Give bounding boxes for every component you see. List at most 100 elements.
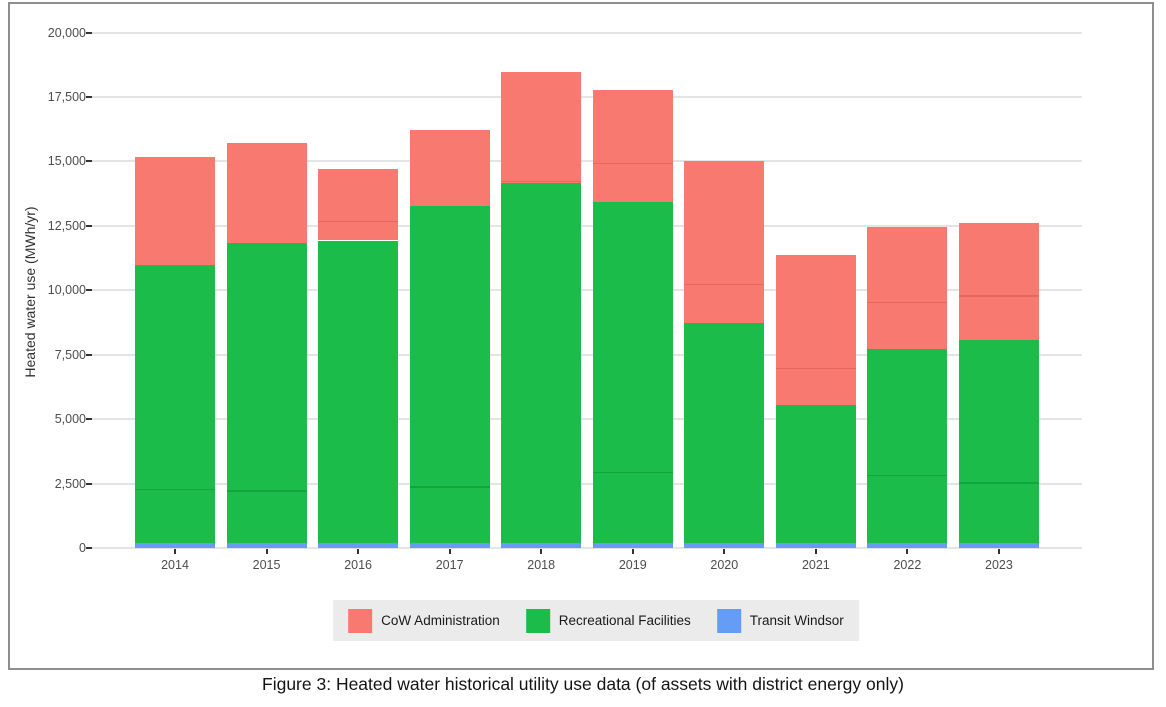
- bar-segment-recreational-facilities: [684, 323, 765, 543]
- bar-segment-transit-windsor: [867, 542, 948, 548]
- legend-item: CoW Administration: [348, 608, 500, 633]
- y-tick-label: 15,000: [47, 154, 86, 169]
- y-tick-label: 5,000: [54, 412, 86, 427]
- x-axis-tick: [448, 549, 451, 554]
- legend-label: CoW Administration: [381, 613, 500, 628]
- bar-segment-seam: [409, 486, 490, 488]
- bar-segment-cow-administration: [318, 168, 399, 241]
- bar-segment-recreational-facilities: [226, 242, 307, 543]
- figure-box: 0 2,500 5,000 7,500 10,000 12,500 15,000 17,500…: [8, 2, 1154, 670]
- y-tick-label: 17,500: [47, 89, 86, 104]
- y-axis-tick: [86, 418, 92, 421]
- bar-segment-seam: [135, 488, 215, 491]
- x-tick-label: 2023: [985, 558, 1013, 572]
- bar-segment-recreational-facilities: [135, 264, 215, 543]
- legend-item: Transit Windsor: [716, 608, 844, 633]
- x-axis-tick: [997, 549, 1000, 554]
- bar-segment-seam: [958, 482, 1039, 484]
- y-tick-label: 20,000: [47, 25, 86, 40]
- bar-segment-recreational-facilities: [867, 348, 948, 543]
- bar-segment-recreational-facilities: [318, 240, 399, 543]
- x-axis-tick: [631, 549, 634, 554]
- bar-segment-cow-administration: [958, 223, 1039, 340]
- legend-item: Recreational Facilities: [525, 608, 691, 633]
- bar-segment-seam: [318, 220, 399, 223]
- y-tick-label: 12,500: [47, 218, 86, 233]
- bar-segment-recreational-facilities: [775, 404, 856, 543]
- bar-segment-cow-administration: [775, 254, 856, 405]
- bar-segment-seam: [775, 367, 856, 370]
- bar-segment-seam: [867, 301, 948, 304]
- x-tick-label: 2018: [527, 558, 556, 572]
- bar-segment-cow-administration: [226, 143, 307, 243]
- y-tick-label: 2,500: [54, 476, 86, 491]
- bar-segment-recreational-facilities: [592, 202, 673, 543]
- legend-label: Recreational Facilities: [558, 613, 691, 628]
- y-tick-label: 0: [79, 541, 86, 555]
- x-tick-label: 2022: [893, 558, 922, 572]
- x-tick-label: 2016: [344, 558, 372, 572]
- bar-segment-transit-windsor: [775, 542, 856, 548]
- bar-segment-cow-administration: [684, 161, 765, 324]
- y-axis-tick: [86, 547, 92, 549]
- x-tick-label: 2019: [618, 558, 647, 572]
- bar-segment-transit-windsor: [226, 542, 307, 548]
- gridline: [92, 547, 1082, 549]
- legend-swatch-icon: [525, 608, 550, 633]
- y-tick-label: 7,500: [54, 347, 86, 362]
- bar-segment-cow-administration: [501, 72, 582, 183]
- gridline: [92, 160, 1082, 163]
- y-axis-tick: [86, 31, 92, 34]
- bar-segment-transit-windsor: [135, 542, 215, 548]
- bar-segment-seam: [684, 283, 765, 286]
- x-axis-tick: [357, 549, 360, 554]
- bar-segment-transit-windsor: [684, 542, 765, 548]
- x-tick-label: 2015: [252, 558, 281, 572]
- bar-segment-transit-windsor: [501, 542, 582, 548]
- y-axis-tick: [86, 95, 92, 98]
- x-tick-label: 2020: [710, 558, 739, 572]
- y-axis-tick: [86, 224, 92, 227]
- bar-segment-cow-administration: [592, 90, 673, 203]
- bar-segment-transit-windsor: [958, 542, 1039, 548]
- gridline: [92, 353, 1082, 356]
- bar-segment-seam: [226, 490, 307, 492]
- figure-caption: Figure 3: Heated water historical utilit…: [262, 674, 904, 694]
- y-axis-tick: [86, 160, 92, 163]
- chart-panel: 0 2,500 5,000 7,500 10,000 12,500 15,000 17,500…: [10, 4, 1152, 668]
- bar-segment-cow-administration: [135, 156, 215, 265]
- bar-segment-seam: [592, 471, 673, 474]
- x-axis-tick: [814, 549, 817, 554]
- gridline: [92, 482, 1082, 485]
- y-axis-tick: [86, 289, 92, 292]
- gridline: [92, 289, 1082, 292]
- y-axis-tick: [86, 482, 92, 485]
- x-axis-tick: [540, 549, 543, 554]
- y-tick-label: 10,000: [47, 283, 86, 298]
- legend-swatch-icon: [716, 608, 741, 633]
- bar-segment-seam: [958, 295, 1039, 297]
- x-axis-tick: [723, 549, 726, 554]
- gridline: [92, 95, 1082, 98]
- gridline: [92, 31, 1082, 34]
- bar-segment-transit-windsor: [592, 542, 673, 548]
- legend-label: Transit Windsor: [749, 613, 844, 628]
- x-axis-tick: [265, 549, 268, 554]
- bar-segment-seam: [867, 474, 948, 477]
- y-axis-title: Heated water use (MWh/yr): [22, 206, 38, 378]
- x-tick-label: 2017: [435, 558, 464, 572]
- y-axis-tick: [86, 353, 92, 356]
- bar-segment-cow-administration: [867, 227, 948, 349]
- x-axis-tick: [906, 549, 909, 554]
- x-tick-label: 2021: [801, 558, 830, 572]
- bar-segment-cow-administration: [409, 130, 490, 206]
- bar-segment-recreational-facilities: [409, 205, 490, 543]
- x-axis-tick: [174, 549, 176, 554]
- bar-segment-transit-windsor: [409, 542, 490, 548]
- legend-swatch-icon: [348, 608, 373, 633]
- bar-segment-seam: [501, 180, 582, 183]
- legend: CoW Administration Recreational Facilitie…: [333, 600, 859, 641]
- gridline: [92, 418, 1082, 421]
- gridline: [92, 224, 1082, 227]
- x-tick-label: 2014: [161, 558, 189, 572]
